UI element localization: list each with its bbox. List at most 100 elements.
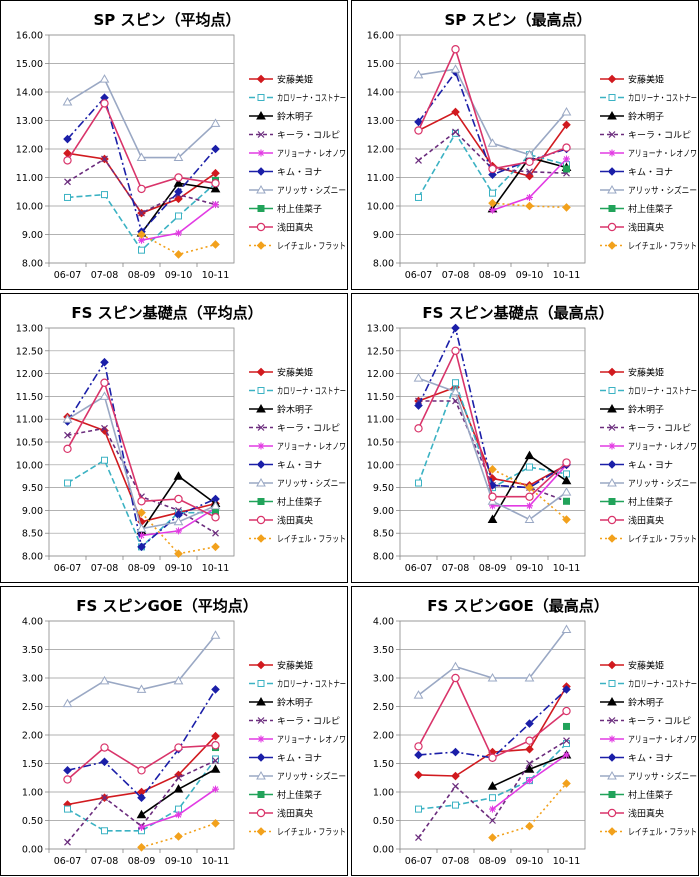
data-point <box>561 624 572 634</box>
x-tick-label: 09-10 <box>516 563 544 574</box>
data-point <box>101 827 108 835</box>
data-point <box>212 785 219 793</box>
data-point <box>414 401 423 410</box>
legend-label: カロリーナ・コストナー <box>628 679 697 690</box>
y-tick-label: 12.50 <box>367 346 394 357</box>
y-tick-label: 11.00 <box>367 173 394 184</box>
data-point <box>137 508 146 517</box>
data-point <box>524 672 535 682</box>
x-tick-label: 10-11 <box>202 856 230 867</box>
legend-item: レイチェル・フラット <box>249 241 346 252</box>
legend-item: キム・ヨナ <box>249 167 322 178</box>
data-point <box>62 96 73 106</box>
x-tick-label: 07-08 <box>442 563 470 574</box>
line-chart: FS スピンGOE（最高点） 0.00 0.50 1.00 1.50 2.00 2.50 3.… <box>373 597 697 867</box>
x-tick-label: 08-09 <box>479 270 507 281</box>
data-point <box>174 187 183 197</box>
data-point <box>488 170 497 179</box>
legend-item: アリョーナ・レオノワ <box>249 442 346 453</box>
data-point <box>212 757 219 765</box>
legend-item: 村上佳菜子 <box>249 496 322 508</box>
data-point <box>137 184 146 194</box>
y-tick-label: 0.50 <box>22 816 43 827</box>
legend-item: カロリーナ・コストナー <box>249 93 346 104</box>
legend-label: レイチェル・フラット <box>277 241 346 252</box>
legend-marker <box>257 149 265 157</box>
legend-marker <box>607 660 617 670</box>
legend-item: アリッサ・シズニー <box>600 185 697 197</box>
data-point <box>100 378 109 387</box>
legend-item: キーラ・コルピ <box>249 716 340 727</box>
legend-label: キーラ・コルピ <box>628 716 691 727</box>
legend-label: 鈴木明子 <box>628 404 664 416</box>
legend-label: レイチェル・フラット <box>628 827 697 838</box>
legend-marker <box>607 222 617 232</box>
legend-marker <box>608 717 616 724</box>
legend-item: キーラ・コルピ <box>600 716 691 727</box>
legend-marker <box>256 770 266 780</box>
series-9 <box>414 45 571 174</box>
data-point <box>488 465 497 474</box>
legend-marker <box>256 477 266 487</box>
x-tick-label: 10-11 <box>202 563 230 574</box>
x-tick-label: 08-09 <box>479 563 507 574</box>
y-tick-label: 14.00 <box>367 88 394 99</box>
legend-label: 鈴木明子 <box>277 111 313 123</box>
series-3 <box>136 764 221 819</box>
data-point <box>211 819 220 828</box>
x-tick-label: 06-07 <box>405 856 433 867</box>
x-tick-label: 09-10 <box>516 856 544 867</box>
x-tick-label: 06-07 <box>405 563 433 574</box>
legend-label: アリョーナ・レオノワ <box>277 735 346 746</box>
legend-item: 浅田真央 <box>249 222 313 234</box>
y-tick-label: 8.00 <box>22 259 43 270</box>
legend-label: アリョーナ・レオノワ <box>628 735 697 746</box>
legend-item: キム・ヨナ <box>600 460 673 471</box>
data-point <box>489 189 496 197</box>
y-tick-label: 10.50 <box>367 438 394 449</box>
data-point <box>489 206 496 214</box>
y-tick-label: 3.50 <box>22 645 43 656</box>
legend-marker <box>257 791 265 798</box>
data-point <box>211 144 220 154</box>
data-point <box>489 502 496 510</box>
series-8 <box>563 722 570 730</box>
data-point <box>414 770 423 780</box>
legend-item: キーラ・コルピ <box>600 423 691 434</box>
legend-label: 安藤美姫 <box>628 74 664 86</box>
data-point <box>415 834 422 842</box>
data-point <box>137 230 146 239</box>
data-point <box>174 832 183 841</box>
x-tick-label: 08-09 <box>128 563 156 574</box>
legend-item: アリョーナ・レオノワ <box>600 735 697 746</box>
data-point <box>100 357 109 367</box>
x-tick-label: 10-11 <box>553 856 581 867</box>
legend-label: 浅田真央 <box>277 808 313 820</box>
series-line <box>67 78 217 159</box>
legend-marker <box>256 74 266 84</box>
data-point <box>489 794 496 802</box>
data-point <box>64 479 71 487</box>
legend-marker <box>256 827 266 836</box>
series-5 <box>489 155 570 214</box>
data-point <box>136 523 147 533</box>
y-tick-label: 10.00 <box>367 460 394 471</box>
data-point <box>451 107 460 117</box>
line-chart: SP スピン（平均点） 8.00 9.00 10.00 11.00 12.00 13.00 1… <box>16 11 346 281</box>
data-point <box>561 475 572 485</box>
data-point <box>487 672 498 682</box>
y-tick-label: 0.00 <box>373 845 394 856</box>
y-tick-label: 15.00 <box>16 59 43 70</box>
legend-marker <box>607 167 617 176</box>
data-point <box>64 805 71 813</box>
y-tick-label: 9.00 <box>373 506 394 517</box>
data-point <box>64 193 71 201</box>
legend-item: レイチェル・フラット <box>600 827 697 838</box>
data-point <box>488 198 497 208</box>
legend-item: 村上佳菜子 <box>249 203 322 215</box>
legend-label: 安藤美姫 <box>277 367 313 379</box>
legend-label: レイチェル・フラット <box>628 534 697 545</box>
y-tick-label: 4.00 <box>22 617 43 628</box>
legend-label: アリッサ・シズニー <box>628 185 697 197</box>
legend-label: 安藤美姫 <box>628 367 664 379</box>
